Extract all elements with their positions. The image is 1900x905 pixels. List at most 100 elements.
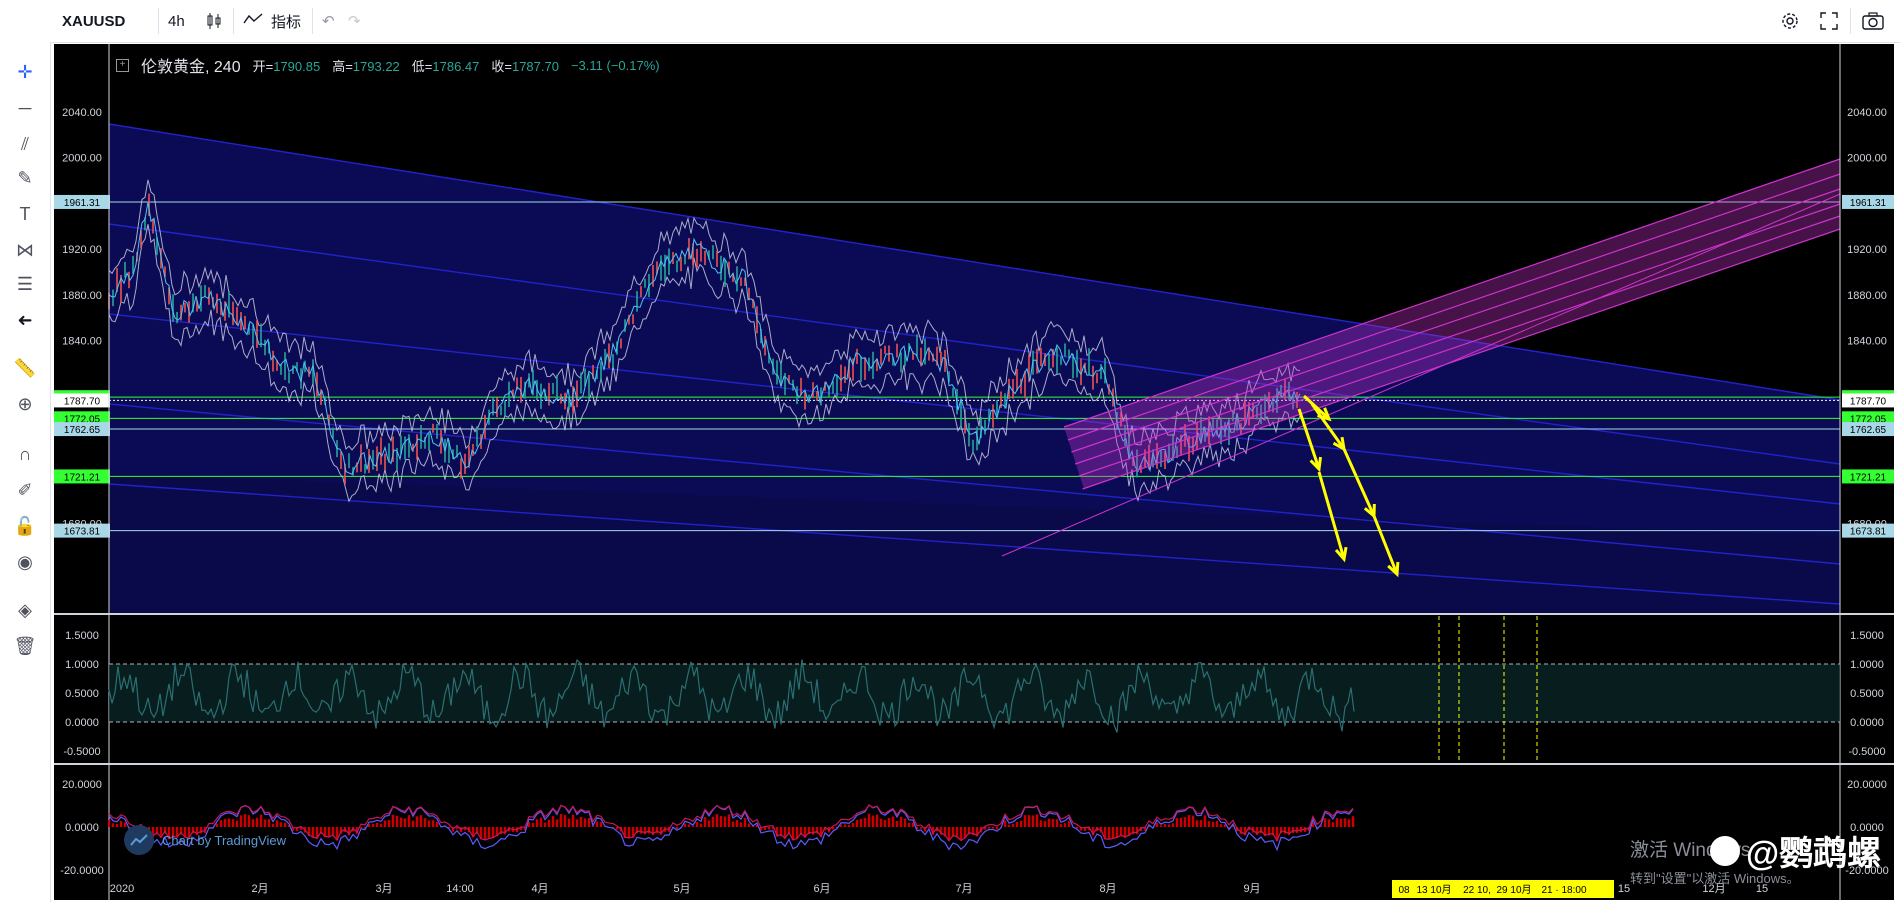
toolbar-divider	[1850, 8, 1851, 34]
price-tick-right: 2000.00	[1847, 153, 1887, 165]
trend-arrow	[1342, 448, 1376, 517]
macd-tick-right: 0.0000	[1850, 822, 1884, 834]
time-tick: 3月	[375, 883, 392, 895]
osc-tick-right: -0.5000	[1848, 746, 1885, 758]
time-tick: 15	[1618, 883, 1630, 895]
tradingview-logo-icon	[124, 825, 154, 855]
top-toolbar: XAUUSD 4h 指标 ↶ ↷	[0, 0, 1900, 43]
osc-tick-left: -0.5000	[63, 746, 100, 758]
level-price-label: 1762.65	[64, 425, 101, 436]
pitchfork-line	[1074, 203, 1841, 465]
magnet-icon[interactable]: ∩	[18, 443, 32, 464]
tradingview-watermark[interactable]: Chart by TradingView	[124, 825, 286, 855]
macd-tick-left: -20.0000	[60, 865, 103, 877]
indicators-button[interactable]: 指标	[243, 0, 301, 42]
legend-add-icon[interactable]: +	[116, 58, 129, 72]
time-tick: 12月	[1702, 883, 1725, 895]
chart-legend: + 伦敦黄金, 240 开=1790.85 高=1793.22 低=1786.4…	[116, 53, 660, 77]
level-price-tag	[1842, 393, 1894, 408]
lock-drawing-icon[interactable]: ✐	[17, 479, 33, 500]
layers-icon[interactable]: ◈	[18, 599, 32, 620]
price-tick-left: 1920.00	[62, 244, 102, 256]
pitchfork-line	[1071, 188, 1841, 453]
lock-icon[interactable]: 🔓	[13, 515, 37, 536]
level-price-tag	[1842, 422, 1894, 437]
time-highlight-label: 29 10月	[1496, 884, 1531, 896]
low-label: 低=	[411, 58, 433, 74]
level-price-tag	[54, 422, 110, 437]
price-tick-right: 1880.00	[1847, 290, 1887, 302]
level-price-tag	[1842, 523, 1894, 538]
camera-icon[interactable]	[1862, 0, 1884, 42]
drawing-toolbar: ✛ ─ ⫽ ✎ T ⋈ ☰ ➜ 📏 ⊕ ∩ ✐ 🔓 ◉ ◈ 🗑	[0, 42, 51, 902]
bollinger-upper	[108, 179, 1301, 451]
level-price-label: 1961.31	[1850, 198, 1887, 209]
time-tick: 5月	[673, 883, 690, 895]
moving-average	[108, 201, 1301, 475]
brush-icon[interactable]: ✎	[17, 167, 33, 188]
weibo-watermark: @鹦鹉螺	[1710, 826, 1881, 875]
price-tick-left: 1680.00	[62, 519, 102, 531]
pitchfork-icon[interactable]: ⫽	[20, 133, 30, 154]
level-price-tag	[54, 194, 110, 209]
trash-icon[interactable]: 🗑	[13, 635, 37, 656]
undo-icon[interactable]: ↶	[322, 13, 335, 30]
pitchfork-line	[1082, 228, 1841, 490]
level-price-label: 1772.05	[1850, 414, 1887, 425]
trend-arrow	[1310, 403, 1346, 450]
channel-line	[108, 123, 1841, 401]
candles-icon[interactable]	[205, 0, 223, 42]
chart-area[interactable]: 1961.311961.311790.551790.551787.701787.…	[54, 44, 1894, 900]
channel-line	[108, 313, 1841, 505]
open-value: 1790.85	[273, 58, 321, 74]
high-label: 高=	[332, 58, 353, 74]
osc-tick-right: 1.0000	[1850, 659, 1884, 671]
time-highlight-label: 21 · 18:00	[1541, 885, 1586, 896]
time-tick: 9月	[1243, 883, 1260, 895]
legend-title[interactable]: 伦敦黄金, 240	[141, 59, 241, 76]
fib-icon[interactable]: ☰	[16, 273, 34, 294]
change-value: −3.11 (−0.17%)	[570, 57, 660, 73]
interval-button[interactable]: 4h	[168, 12, 185, 30]
trend-arrow-head	[1317, 407, 1332, 422]
zoom-icon[interactable]: ⊕	[17, 393, 33, 414]
watermark-text: Chart by TradingView	[162, 832, 287, 848]
close-value: 1787.70	[511, 58, 559, 74]
oscillator-line	[108, 658, 1355, 733]
osc-tick-left: 1.5000	[65, 630, 99, 642]
trend-arrow	[1317, 471, 1346, 560]
weibo-icon	[1710, 835, 1740, 866]
bollinger-lower	[108, 224, 1301, 503]
horizontal-line-icon[interactable]: ─	[18, 97, 32, 118]
arrow-left-icon[interactable]: ➜	[17, 309, 33, 330]
price-tick-right: 1680.00	[1847, 519, 1887, 531]
level-price-label: 1673.81	[1850, 527, 1887, 538]
toolbar-divider	[312, 8, 313, 34]
ruler-icon[interactable]: 📏	[13, 357, 37, 378]
eye-icon[interactable]: ◉	[17, 551, 33, 572]
low-value: 1786.47	[432, 58, 480, 74]
symbol-search[interactable]: XAUUSD	[62, 12, 126, 30]
time-highlight-label: 08	[1398, 885, 1410, 896]
text-icon[interactable]: T	[19, 203, 31, 224]
price-tick-right: 1920.00	[1847, 244, 1887, 256]
redo-icon[interactable]: ↷	[348, 13, 361, 30]
pattern-icon[interactable]: ⋈	[16, 239, 34, 260]
price-tick-right: 2040.00	[1847, 107, 1887, 119]
trend-arrow	[1297, 408, 1321, 470]
pitchfork-line	[1078, 215, 1841, 477]
fullscreen-icon[interactable]	[1820, 0, 1838, 42]
time-tick: 7月	[955, 883, 972, 895]
crosshair-icon[interactable]: ✛	[17, 61, 33, 82]
level-price-label: 1673.81	[64, 527, 101, 538]
osc-tick-right: 0.0000	[1850, 717, 1884, 729]
price-chart[interactable]: 1961.311961.311790.551790.551787.701787.…	[54, 44, 1894, 900]
toolbar-divider	[233, 8, 234, 34]
settings-icon[interactable]	[1780, 0, 1800, 42]
level-price-tag	[54, 523, 110, 538]
level-price-label: 1787.70	[64, 396, 101, 407]
macd-tick-right: -20.0000	[1845, 865, 1888, 877]
level-price-label: 1721.21	[64, 472, 101, 483]
close-label: 收=	[491, 58, 512, 74]
level-price-tag	[1842, 469, 1894, 484]
